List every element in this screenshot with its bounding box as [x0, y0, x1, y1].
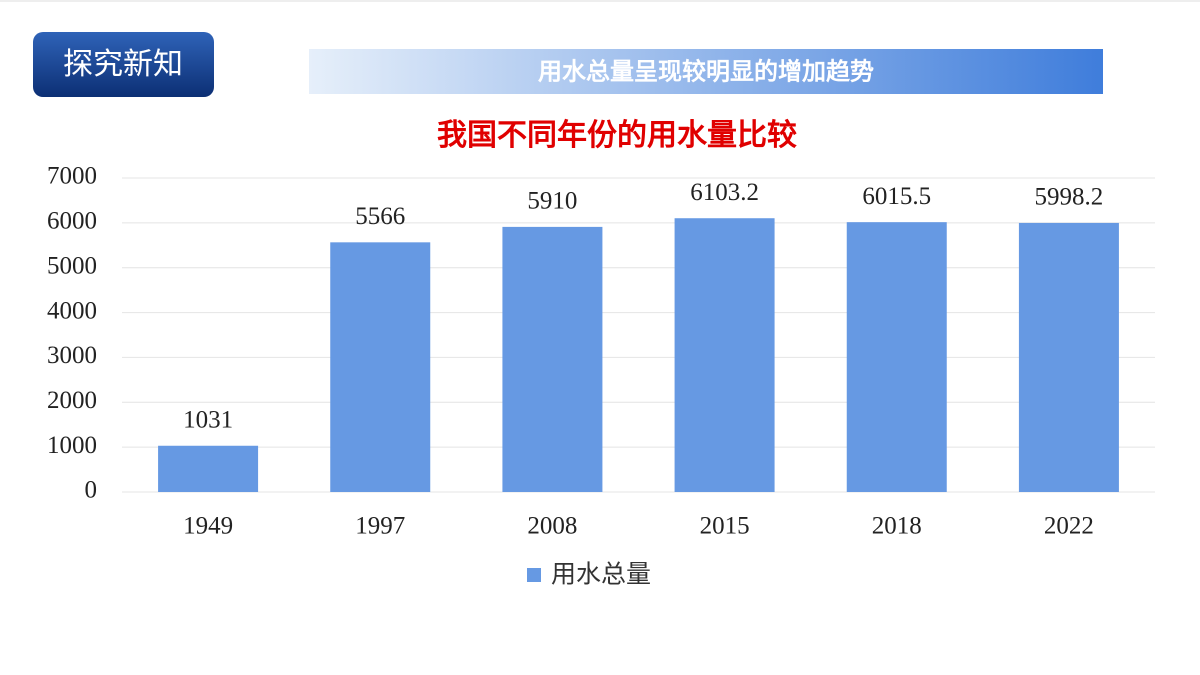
badge-text: 探究新知 [63, 48, 183, 81]
x-tick-label: 1997 [355, 513, 405, 540]
bar [158, 445, 259, 492]
x-tick-label: 2022 [1044, 513, 1094, 540]
y-tick-label: 0 [85, 477, 98, 504]
x-tick-label: 2008 [527, 513, 577, 540]
y-tick-label: 1000 [47, 432, 97, 459]
x-tick-label: 1949 [183, 513, 233, 540]
x-tick-label: 2018 [872, 513, 922, 540]
bar [330, 242, 431, 492]
legend-swatch [527, 568, 541, 582]
y-tick-label: 5000 [47, 252, 97, 279]
bar [674, 218, 775, 492]
data-label: 5998.2 [1035, 184, 1104, 211]
bar [502, 226, 603, 492]
x-tick-label: 2015 [700, 513, 750, 540]
chart-title: 我国不同年份的用水量比较 [437, 118, 797, 152]
bar [846, 222, 947, 492]
data-label: 1031 [183, 406, 233, 433]
y-tick-label: 3000 [47, 342, 97, 369]
bar [1018, 222, 1119, 493]
data-label: 6103.2 [690, 179, 759, 206]
banner-text: 用水总量呈现较明显的增加趋势 [538, 57, 874, 85]
y-tick-label: 2000 [47, 387, 97, 414]
data-label: 5910 [527, 188, 577, 215]
legend-label: 用水总量 [551, 561, 651, 589]
y-tick-label: 6000 [47, 208, 97, 235]
banner-box [309, 49, 1103, 94]
y-tick-label: 7000 [47, 163, 97, 190]
y-tick-label: 4000 [47, 297, 97, 324]
data-label: 5566 [355, 203, 405, 230]
badge-box [33, 32, 214, 97]
data-label: 6015.5 [862, 183, 931, 210]
